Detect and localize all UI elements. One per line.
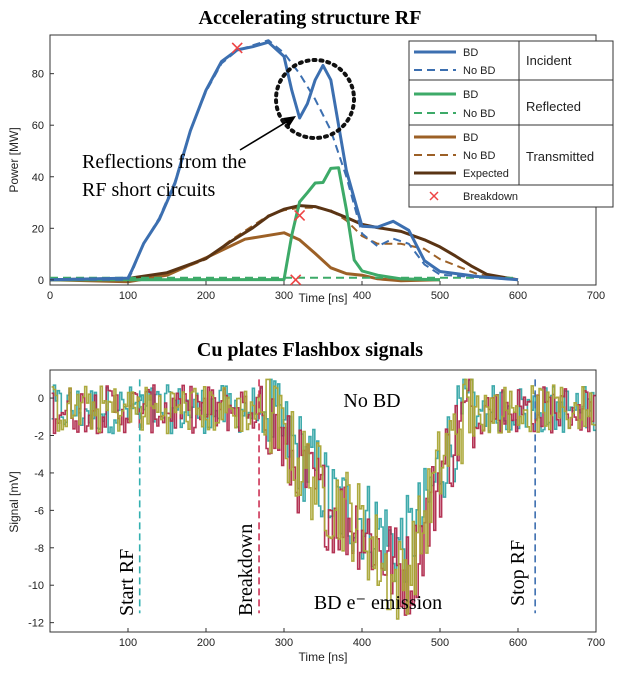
top-ytick-label-3: 60 [32,120,44,132]
bottom-series-layer [51,378,596,620]
legend-group-reflected: Reflected [526,99,581,114]
annotation-arrowhead [283,116,296,127]
legend-breakdown: Breakdown [463,191,518,203]
bottom-xtick-label-0: 100 [119,637,137,649]
top-xtick-label-3: 300 [275,290,293,302]
top-ytick-label-4: 80 [32,69,44,81]
legend-transmitted-bd: BD [463,132,478,144]
top-xtick-label-6: 600 [509,290,527,302]
top-breakdown-markers [231,42,306,286]
top-chart-title: Accelerating structure RF [199,7,422,29]
bottom-xlabel: Time [ns] [299,650,348,664]
series-reflected-bd [49,166,441,282]
breakdown-marker-1 [294,209,306,221]
bottom-xtick-label-1: 200 [197,637,215,649]
legend-reflected-bd: BD [463,89,478,101]
annotation-line-1: Reflections from the [82,151,247,173]
breakdown-marker-2 [290,274,302,286]
top-ylabel: Power [MW] [7,127,21,192]
bottom-xtick-label-4: 500 [431,637,449,649]
annotation-line-2: RF short circuits [82,179,216,201]
legend-breakdown-marker [429,191,439,201]
legend-transmitted-nobd: No BD [463,150,495,162]
top-xlabel: Time [ns] [299,291,348,305]
top-xtick-label-2: 200 [197,290,215,302]
bottom-xtick-label-6: 700 [587,637,605,649]
top-legend: BD No BD Incident BD No BD Reflected BD … [408,40,614,208]
top-chart: 0 100 200 300 400 500 600 700 0 20 40 60 80 Time [ns… [7,34,614,305]
top-series-layer [49,39,519,284]
annotation-emission: BD e⁻ emission [314,592,442,614]
legend-incident-bd: BD [463,47,478,59]
top-xtick-label-4: 400 [353,290,371,302]
legend-group-transmitted: Transmitted [526,149,594,164]
top-ticks: 0 100 200 300 400 500 600 700 0 20 40 60 80 [32,69,605,302]
top-xtick-label-7: 700 [587,290,605,302]
signal-series-crimson [51,378,596,616]
series-transmitted-expected [49,204,519,282]
bottom-ticks: 100 200 300 400 500 600 700 0 -2 -4 -6 -8 -10 -12 [28,393,605,649]
legend-box [408,40,614,208]
annotation-breakdown: Breakdown [235,524,257,616]
bottom-xtick-label-5: 600 [509,637,527,649]
bottom-ytick-label-2: -4 [34,468,44,480]
legend-group-incident: Incident [526,53,572,68]
top-ytick-label-2: 40 [32,172,44,184]
annotation-arrow [239,117,294,151]
top-ytick-label-0: 0 [38,275,44,287]
bottom-chart: 100 200 300 400 500 600 700 0 -2 -4 -6 -8 -10 -12 Tim… [7,369,605,664]
annotation-no-bd: No BD [343,390,400,412]
bottom-xtick-label-2: 300 [275,637,293,649]
bottom-xtick-label-3: 400 [353,637,371,649]
bottom-ytick-label-4: -8 [34,543,44,555]
signal-series-olive [51,378,596,620]
bottom-ytick-label-0: 0 [38,393,44,405]
bottom-ytick-label-6: -12 [28,618,44,630]
breakdown-marker-0 [231,42,243,54]
legend-incident-nobd: No BD [463,65,495,77]
top-ytick-label-1: 20 [32,223,44,235]
bottom-vlines [138,379,536,614]
annotation-start-rf: Start RF [116,549,138,616]
bottom-ytick-label-3: -6 [34,505,44,517]
series-incident-bd [49,40,519,282]
top-xtick-label-5: 500 [431,290,449,302]
legend-reflected-nobd: No BD [463,108,495,120]
bottom-chart-title: Cu plates Flashbox signals [197,339,423,361]
annotation-stop-rf: Stop RF [507,540,529,606]
bottom-ytick-label-5: -10 [28,580,44,592]
series-incident-no-bd [50,39,519,281]
legend-transmitted-expected: Expected [463,168,509,180]
reflection-circle [274,58,356,140]
top-xtick-label-1: 100 [119,290,137,302]
bottom-ylabel: Signal [mV] [7,471,21,532]
bottom-ytick-label-1: -2 [34,431,44,443]
top-xtick-label-0: 0 [47,290,53,302]
